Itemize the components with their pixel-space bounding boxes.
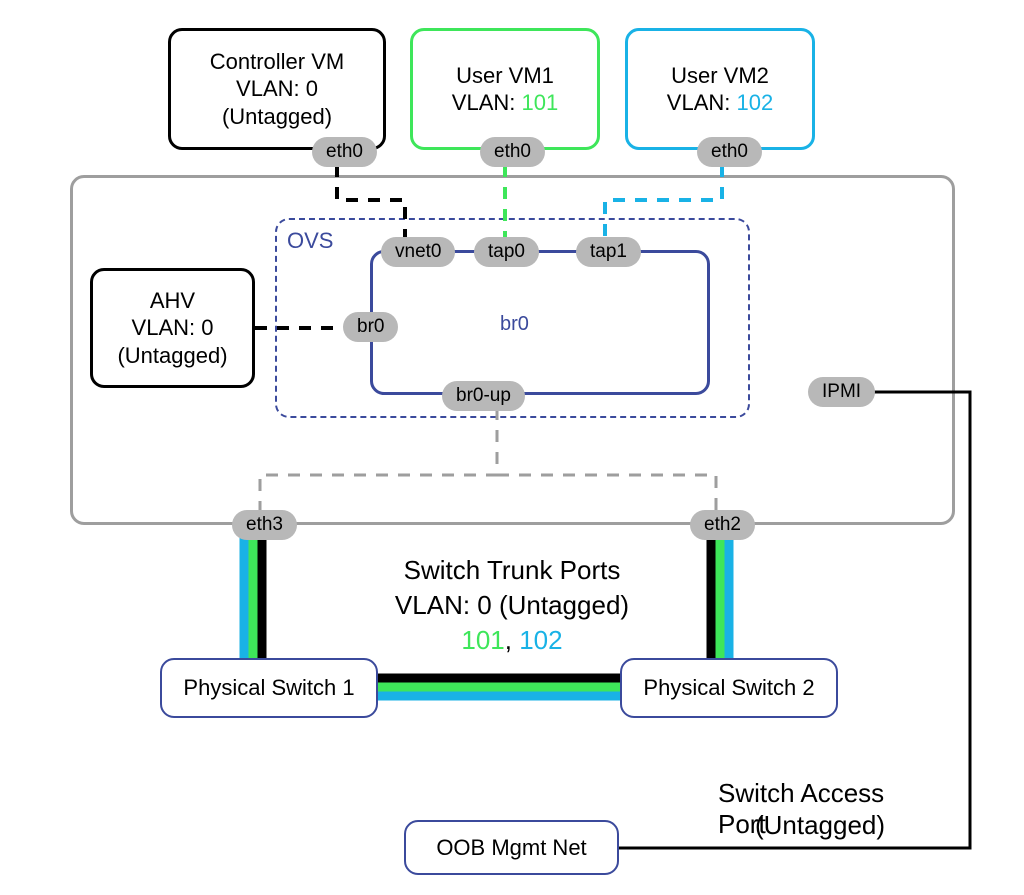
box-text-line: VLAN: 101 [452,89,558,117]
tap1-pill: tap1 [576,237,641,267]
trunk-untagged-label: VLAN: 0 (Untagged) [395,590,629,621]
ovs-label-label: OVS [287,228,333,254]
br0-center-label: br0 [500,313,529,336]
box-text-line: User VM2 [671,62,769,90]
trunk-vlans-label: 101, 102 [461,625,562,656]
box-text-line: VLAN: 0 [236,75,318,103]
box-text-line: Physical Switch 1 [183,674,354,702]
box-text-line: (Untagged) [117,342,227,370]
ahv-box: AHVVLAN: 0(Untagged) [90,268,255,388]
box-text-line: (Untagged) [222,103,332,131]
box-text-line: AHV [150,287,195,315]
box-text-line: Controller VM [210,48,344,76]
ipmi-pill: IPMI [808,377,875,407]
eth0-controller-pill: eth0 [312,137,377,167]
br0-bridge-box [370,250,710,395]
eth0-vm1-pill: eth0 [480,137,545,167]
br0-pill-pill: br0 [343,312,398,342]
box-text-line: OOB Mgmt Net [436,834,586,862]
eth0-vm2-pill: eth0 [697,137,762,167]
eth3-pill: eth3 [232,510,297,540]
switch-access2-label: (Untagged) [755,810,885,841]
box-text-line: VLAN: 102 [667,89,773,117]
box-text-line: User VM1 [456,62,554,90]
tap0-pill: tap0 [474,237,539,267]
trunk-title-label: Switch Trunk Ports [404,555,621,586]
eth2-pill: eth2 [690,510,755,540]
box-text-line: Physical Switch 2 [643,674,814,702]
oob-mgmt-net-box: OOB Mgmt Net [404,820,619,875]
physical-switch-2-box: Physical Switch 2 [620,658,838,718]
physical-switch-1-box: Physical Switch 1 [160,658,378,718]
controller-vm-box: Controller VMVLAN: 0(Untagged) [168,28,386,150]
br0-up-pill: br0-up [442,381,525,411]
user-vm1-box: User VM1VLAN: 101 [410,28,600,150]
box-text-line: VLAN: 0 [132,314,214,342]
vnet0-pill: vnet0 [381,237,455,267]
user-vm2-box: User VM2VLAN: 102 [625,28,815,150]
